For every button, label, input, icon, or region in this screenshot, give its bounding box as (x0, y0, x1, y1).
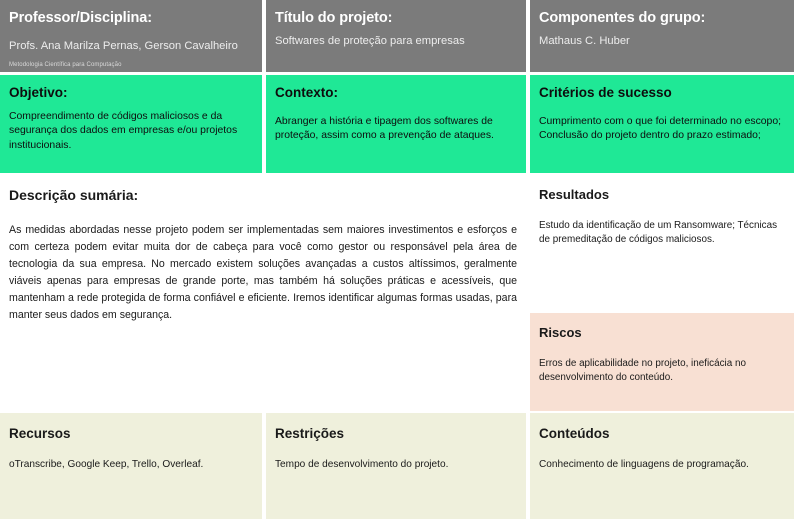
contexto-value: Abranger a história e tipagem dos softwa… (275, 116, 494, 142)
recursos-cell: Recursos oTranscribe, Google Keep, Trell… (0, 413, 262, 519)
resultados-value: Estudo da identificação de um Ransomware… (539, 219, 778, 245)
conteudos-value: Conhecimento de linguagens de programaçã… (539, 459, 749, 471)
conteudos-cell: Conteúdos Conhecimento de linguagens de … (530, 413, 794, 519)
conteudos-title: Conteúdos (539, 426, 610, 441)
header-professor-discipline: Metodologia Científica para Computação (9, 61, 122, 68)
green-cell-objetivo: Objetivo: Compreendimento de códigos mal… (0, 75, 262, 173)
recursos-value: oTranscribe, Google Keep, Trello, Overle… (9, 459, 204, 471)
restricoes-title: Restrições (275, 426, 345, 441)
restricoes-cell: Restrições Tempo de desenvolvimento do p… (266, 413, 526, 519)
header-cell-componentes: Componentes do grupo: Mathaus C. Huber (530, 0, 794, 72)
riscos-value: Erros de aplicabilidade no projeto, inef… (539, 357, 746, 383)
criterios-value: Cumprimento com o que foi determinado no… (539, 116, 782, 142)
green-cell-contexto: Contexto: Abranger a história e tipagem … (266, 75, 526, 173)
header-componentes-value: Mathaus C. Huber (539, 35, 630, 48)
resultados-title: Resultados (539, 187, 610, 202)
restricoes-value: Tempo de desenvolvimento do projeto. (275, 459, 449, 471)
header-titulo-value: Softwares de proteção para empresas (275, 35, 465, 48)
header-professor-value: Profs. Ana Marilza Pernas, Gerson Cavalh… (9, 40, 238, 53)
resultados-cell: Resultados Estudo da identificação de um… (530, 176, 794, 312)
recursos-title: Recursos (9, 426, 71, 441)
objetivo-title: Objetivo: (9, 85, 68, 100)
riscos-cell: Riscos Erros de aplicabilidade no projet… (530, 313, 794, 411)
header-professor-title: Professor/Disciplina: (9, 10, 152, 26)
contexto-title: Contexto: (275, 85, 338, 100)
objetivo-value: Compreendimento de códigos maliciosos e … (9, 111, 238, 151)
green-cell-criterios: Critérios de sucesso Cumprimento com o q… (530, 75, 794, 173)
descricao-title: Descrição sumária: (9, 187, 139, 203)
descricao-value: As medidas abordadas nesse projeto podem… (9, 223, 517, 322)
header-componentes-title: Componentes do grupo: (539, 10, 706, 26)
header-cell-titulo: Título do projeto: Softwares de proteção… (266, 0, 526, 72)
header-titulo-title: Título do projeto: (275, 10, 393, 26)
riscos-title: Riscos (539, 325, 582, 340)
header-cell-professor: Professor/Disciplina: Profs. Ana Marilza… (0, 0, 262, 72)
descricao-sumaria-cell: Descrição sumária: As medidas abordadas … (0, 176, 526, 410)
criterios-title: Critérios de sucesso (539, 85, 672, 100)
